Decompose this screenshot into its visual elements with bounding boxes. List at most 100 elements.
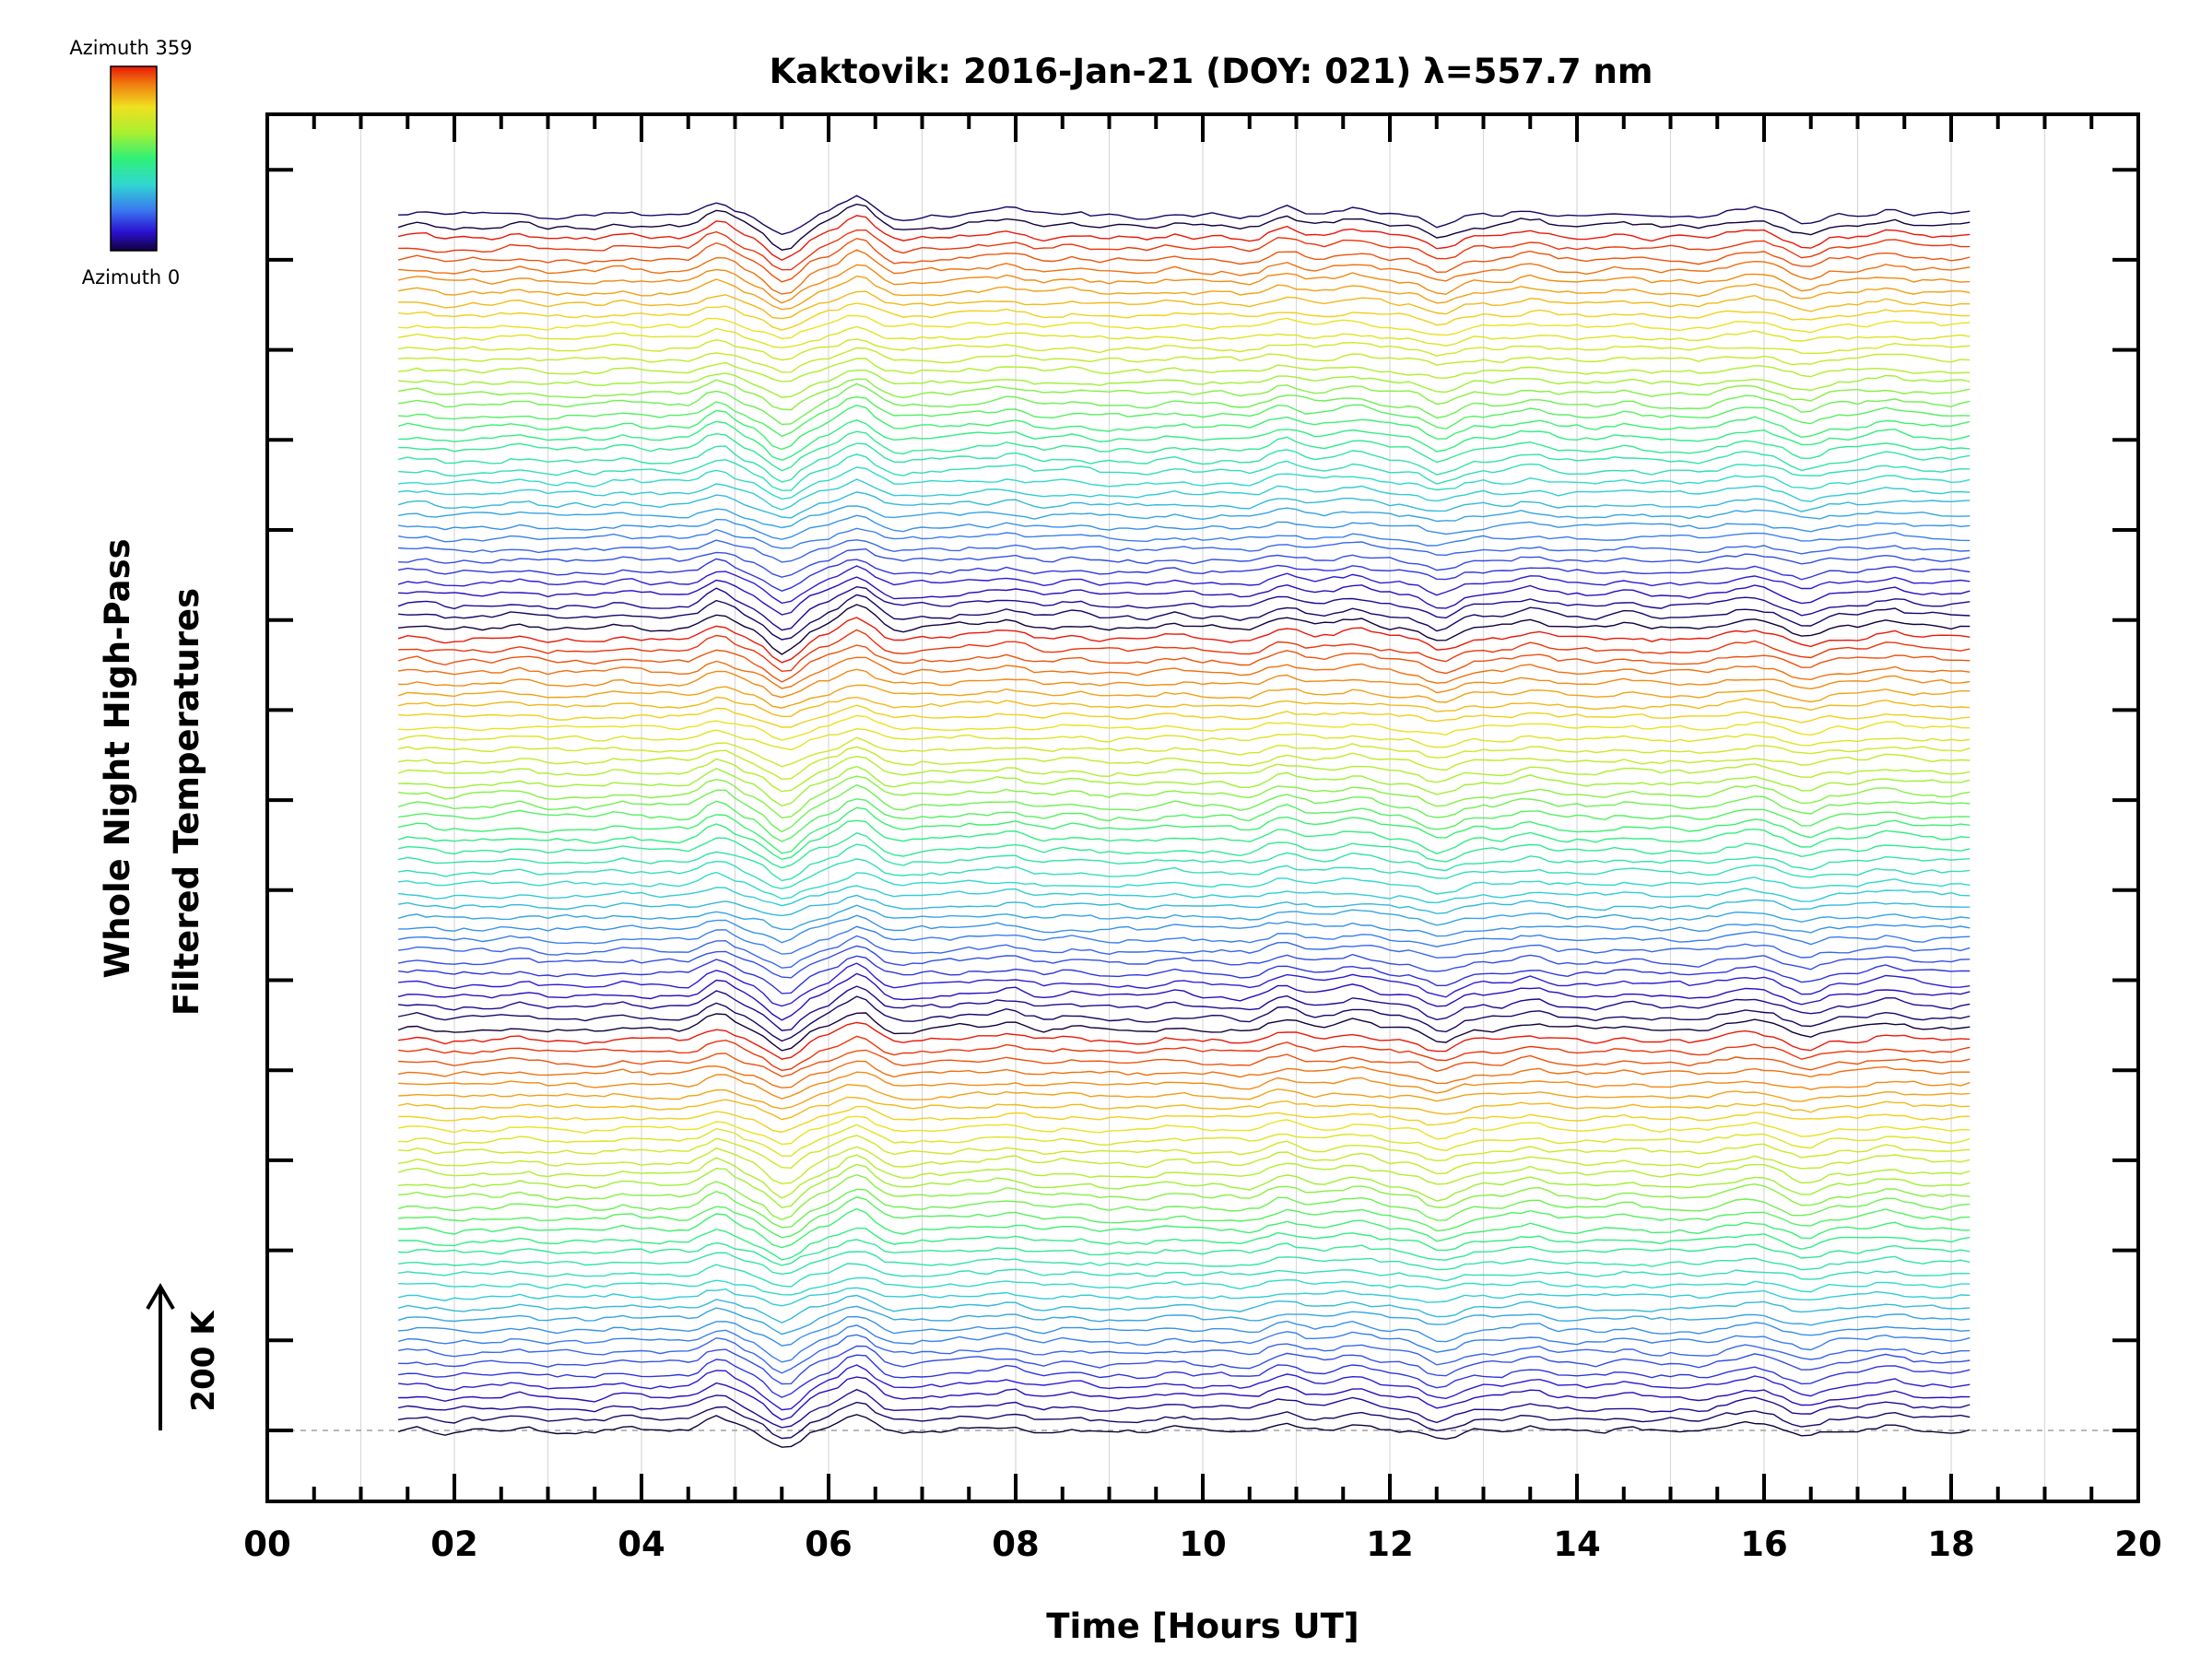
series-line — [398, 347, 1971, 373]
series-line — [397, 904, 1971, 931]
x-tick-label: 02 — [430, 1524, 478, 1564]
series-line — [398, 302, 1971, 331]
series-line — [397, 783, 1971, 833]
scale-arrow-icon — [146, 1283, 175, 1430]
y-axis-label-line2: Filtered Temperatures — [167, 588, 206, 1016]
series-line — [397, 972, 1971, 1021]
series-line — [398, 1049, 1971, 1077]
series-line — [397, 338, 1971, 361]
x-tick-label: 14 — [1553, 1524, 1601, 1564]
series-line — [398, 962, 1971, 1007]
series-line — [398, 1163, 1971, 1209]
series-line — [397, 275, 1971, 311]
series-line — [397, 527, 1971, 549]
series-line — [398, 1277, 1971, 1296]
x-tick-label: 06 — [805, 1524, 853, 1564]
series-line — [398, 765, 1971, 806]
series-line — [397, 696, 1971, 718]
series-line — [397, 558, 1971, 592]
series-line — [398, 714, 1971, 741]
series-line — [397, 505, 1971, 529]
series-line — [398, 539, 1971, 563]
x-tick-label: 18 — [1927, 1524, 1975, 1564]
series-line — [398, 290, 1971, 320]
series-line — [397, 1294, 1971, 1324]
series-line — [398, 430, 1971, 472]
series-line — [397, 442, 1971, 483]
series-line — [398, 1071, 1971, 1100]
series-line — [398, 369, 1971, 398]
series-line — [397, 945, 1971, 979]
series-line — [398, 466, 1971, 500]
series-line — [398, 1083, 1971, 1110]
series-line — [397, 755, 1971, 793]
x-tick-label: 20 — [2114, 1524, 2162, 1564]
scale-label: 200 K — [185, 1310, 222, 1412]
series-line — [397, 1096, 1971, 1121]
series-line — [397, 806, 1971, 854]
series-line — [397, 514, 1971, 540]
x-tick-label: 10 — [1179, 1524, 1227, 1564]
series-line — [397, 656, 1971, 689]
series-line — [397, 644, 1971, 683]
series-line — [397, 819, 1971, 861]
series-line — [397, 832, 1971, 869]
series-line — [398, 314, 1971, 340]
series-line — [398, 478, 1971, 511]
series-line — [398, 395, 1971, 438]
series-line — [398, 858, 1971, 889]
series-line — [398, 955, 1971, 994]
series-line — [398, 1251, 1971, 1276]
series-line — [397, 404, 1971, 451]
series-line — [398, 1135, 1971, 1170]
x-axis-label: Time [Hours UT] — [1046, 1606, 1359, 1646]
series-line — [398, 419, 1971, 462]
series-line — [397, 1115, 1971, 1146]
series-line — [397, 264, 1971, 304]
series-line — [398, 453, 1971, 491]
axis-ticks — [265, 114, 2140, 1501]
chart-title: Kaktovik: 2016-Jan-21 (DOY: 021) λ=557.7… — [770, 52, 1653, 91]
series-line — [398, 1239, 1971, 1266]
x-tick-label: 08 — [992, 1524, 1040, 1564]
series-line — [397, 1060, 1971, 1088]
series-line — [397, 565, 1971, 605]
series-line — [398, 604, 1971, 655]
series-line — [397, 1188, 1971, 1229]
series-group — [397, 194, 1971, 1448]
series-line — [397, 1287, 1971, 1307]
series-line — [398, 914, 1971, 944]
series-line — [397, 1334, 1971, 1374]
x-tick-label: 16 — [1740, 1524, 1788, 1564]
colorbar-top-label: Azimuth 359 — [69, 37, 192, 59]
series-line — [398, 985, 1971, 1031]
series-line — [398, 1354, 1971, 1398]
series-line — [398, 1376, 1971, 1421]
series-line — [397, 203, 1971, 251]
series-line — [398, 885, 1971, 907]
series-line — [397, 1146, 1971, 1185]
series-line — [397, 746, 1971, 781]
series-line — [398, 1124, 1971, 1157]
series-line — [398, 1315, 1971, 1347]
series-line — [397, 736, 1971, 768]
series-line — [397, 382, 1971, 426]
series-line — [398, 229, 1971, 271]
series-line — [398, 1227, 1971, 1261]
series-line — [398, 629, 1971, 673]
series-line — [397, 491, 1971, 519]
series-line — [398, 1364, 1971, 1411]
series-line — [397, 1305, 1971, 1335]
series-line — [398, 358, 1971, 382]
series-line — [398, 1207, 1971, 1249]
series-line — [397, 894, 1971, 917]
series-line — [397, 325, 1971, 349]
colorbar — [110, 65, 158, 252]
series-line — [397, 995, 1971, 1042]
series-line — [398, 194, 1971, 236]
x-tick-label: 00 — [243, 1524, 291, 1564]
series-line — [397, 1388, 1971, 1429]
series-line — [397, 378, 1971, 411]
series-line — [397, 843, 1971, 882]
